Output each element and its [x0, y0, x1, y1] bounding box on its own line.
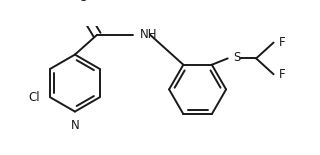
- Text: S: S: [233, 51, 241, 64]
- Text: O: O: [78, 0, 87, 4]
- Text: N: N: [70, 119, 79, 132]
- Text: Cl: Cl: [28, 91, 40, 104]
- Text: F: F: [279, 68, 286, 81]
- Text: NH: NH: [140, 28, 157, 41]
- Text: F: F: [279, 36, 286, 49]
